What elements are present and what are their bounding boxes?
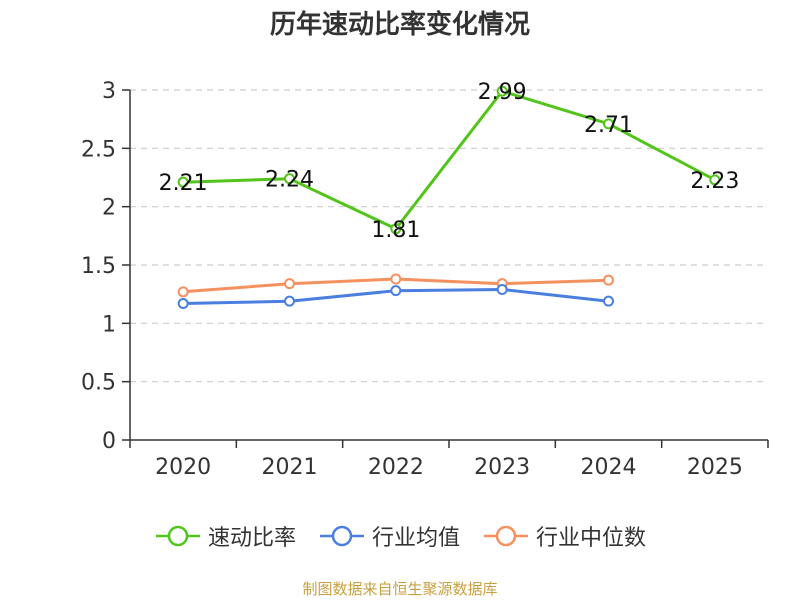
x-tick-label: 2024 xyxy=(581,455,637,480)
legend-label-industry-mean: 行业均值 xyxy=(371,526,460,551)
y-tick-label: 2 xyxy=(102,196,116,221)
data-point xyxy=(496,85,508,97)
legend-label-quick-ratio: 速动比率 xyxy=(207,526,296,551)
x-tick-label: 2021 xyxy=(262,455,318,480)
x-tick-label: 2023 xyxy=(474,455,530,480)
legend-swatch-industry-median xyxy=(484,525,528,547)
data-label: 1.81 xyxy=(371,218,420,243)
data-label: 2.21 xyxy=(159,171,208,196)
data-point xyxy=(284,173,295,185)
data-point xyxy=(284,278,295,290)
x-tick-label: 2025 xyxy=(687,455,743,480)
legend-swatch-quick-ratio xyxy=(155,525,200,547)
chart-legend: 速动比率 行业均值 行业中位数 xyxy=(0,518,800,554)
data-point xyxy=(496,284,508,295)
x-tick-label: 2022 xyxy=(368,455,424,480)
chart-title: 历年速动比率变化情况 xyxy=(269,10,530,40)
data-point xyxy=(177,298,189,309)
legend-swatch-industry-mean xyxy=(319,525,364,547)
data-point xyxy=(603,118,614,130)
data-label: 2.99 xyxy=(478,80,527,105)
y-tick-label: 0.5 xyxy=(81,371,116,396)
data-point xyxy=(709,174,721,186)
data-label: 2.71 xyxy=(584,113,633,138)
y-tick-label: 1 xyxy=(102,312,116,337)
x-tick-label: 2020 xyxy=(155,455,211,480)
legend-item-industry-mean[interactable]: 行业均值 xyxy=(318,520,460,552)
series-line xyxy=(183,89,716,231)
data-point xyxy=(284,295,295,307)
legend-item-quick-ratio[interactable]: 速动比率 xyxy=(154,520,296,552)
y-tick-label: 2.5 xyxy=(81,137,116,162)
data-point xyxy=(603,295,614,307)
data-label: 2.24 xyxy=(265,168,314,193)
y-tick-label: 1.5 xyxy=(81,254,116,279)
data-point xyxy=(390,285,402,297)
legend-item-industry-median[interactable]: 行业中位数 xyxy=(482,520,646,552)
data-point xyxy=(390,273,402,285)
y-tick-label: 3 xyxy=(102,79,116,104)
data-label: 2.23 xyxy=(690,169,739,194)
data-point xyxy=(390,223,402,235)
data-point xyxy=(177,176,189,188)
legend-label-industry-median: 行业中位数 xyxy=(536,526,647,551)
data-point xyxy=(177,286,189,298)
source-note: 制图数据来自恒生聚源数据库 xyxy=(302,580,498,598)
y-tick-label: 0 xyxy=(102,429,116,454)
data-point xyxy=(603,274,614,286)
